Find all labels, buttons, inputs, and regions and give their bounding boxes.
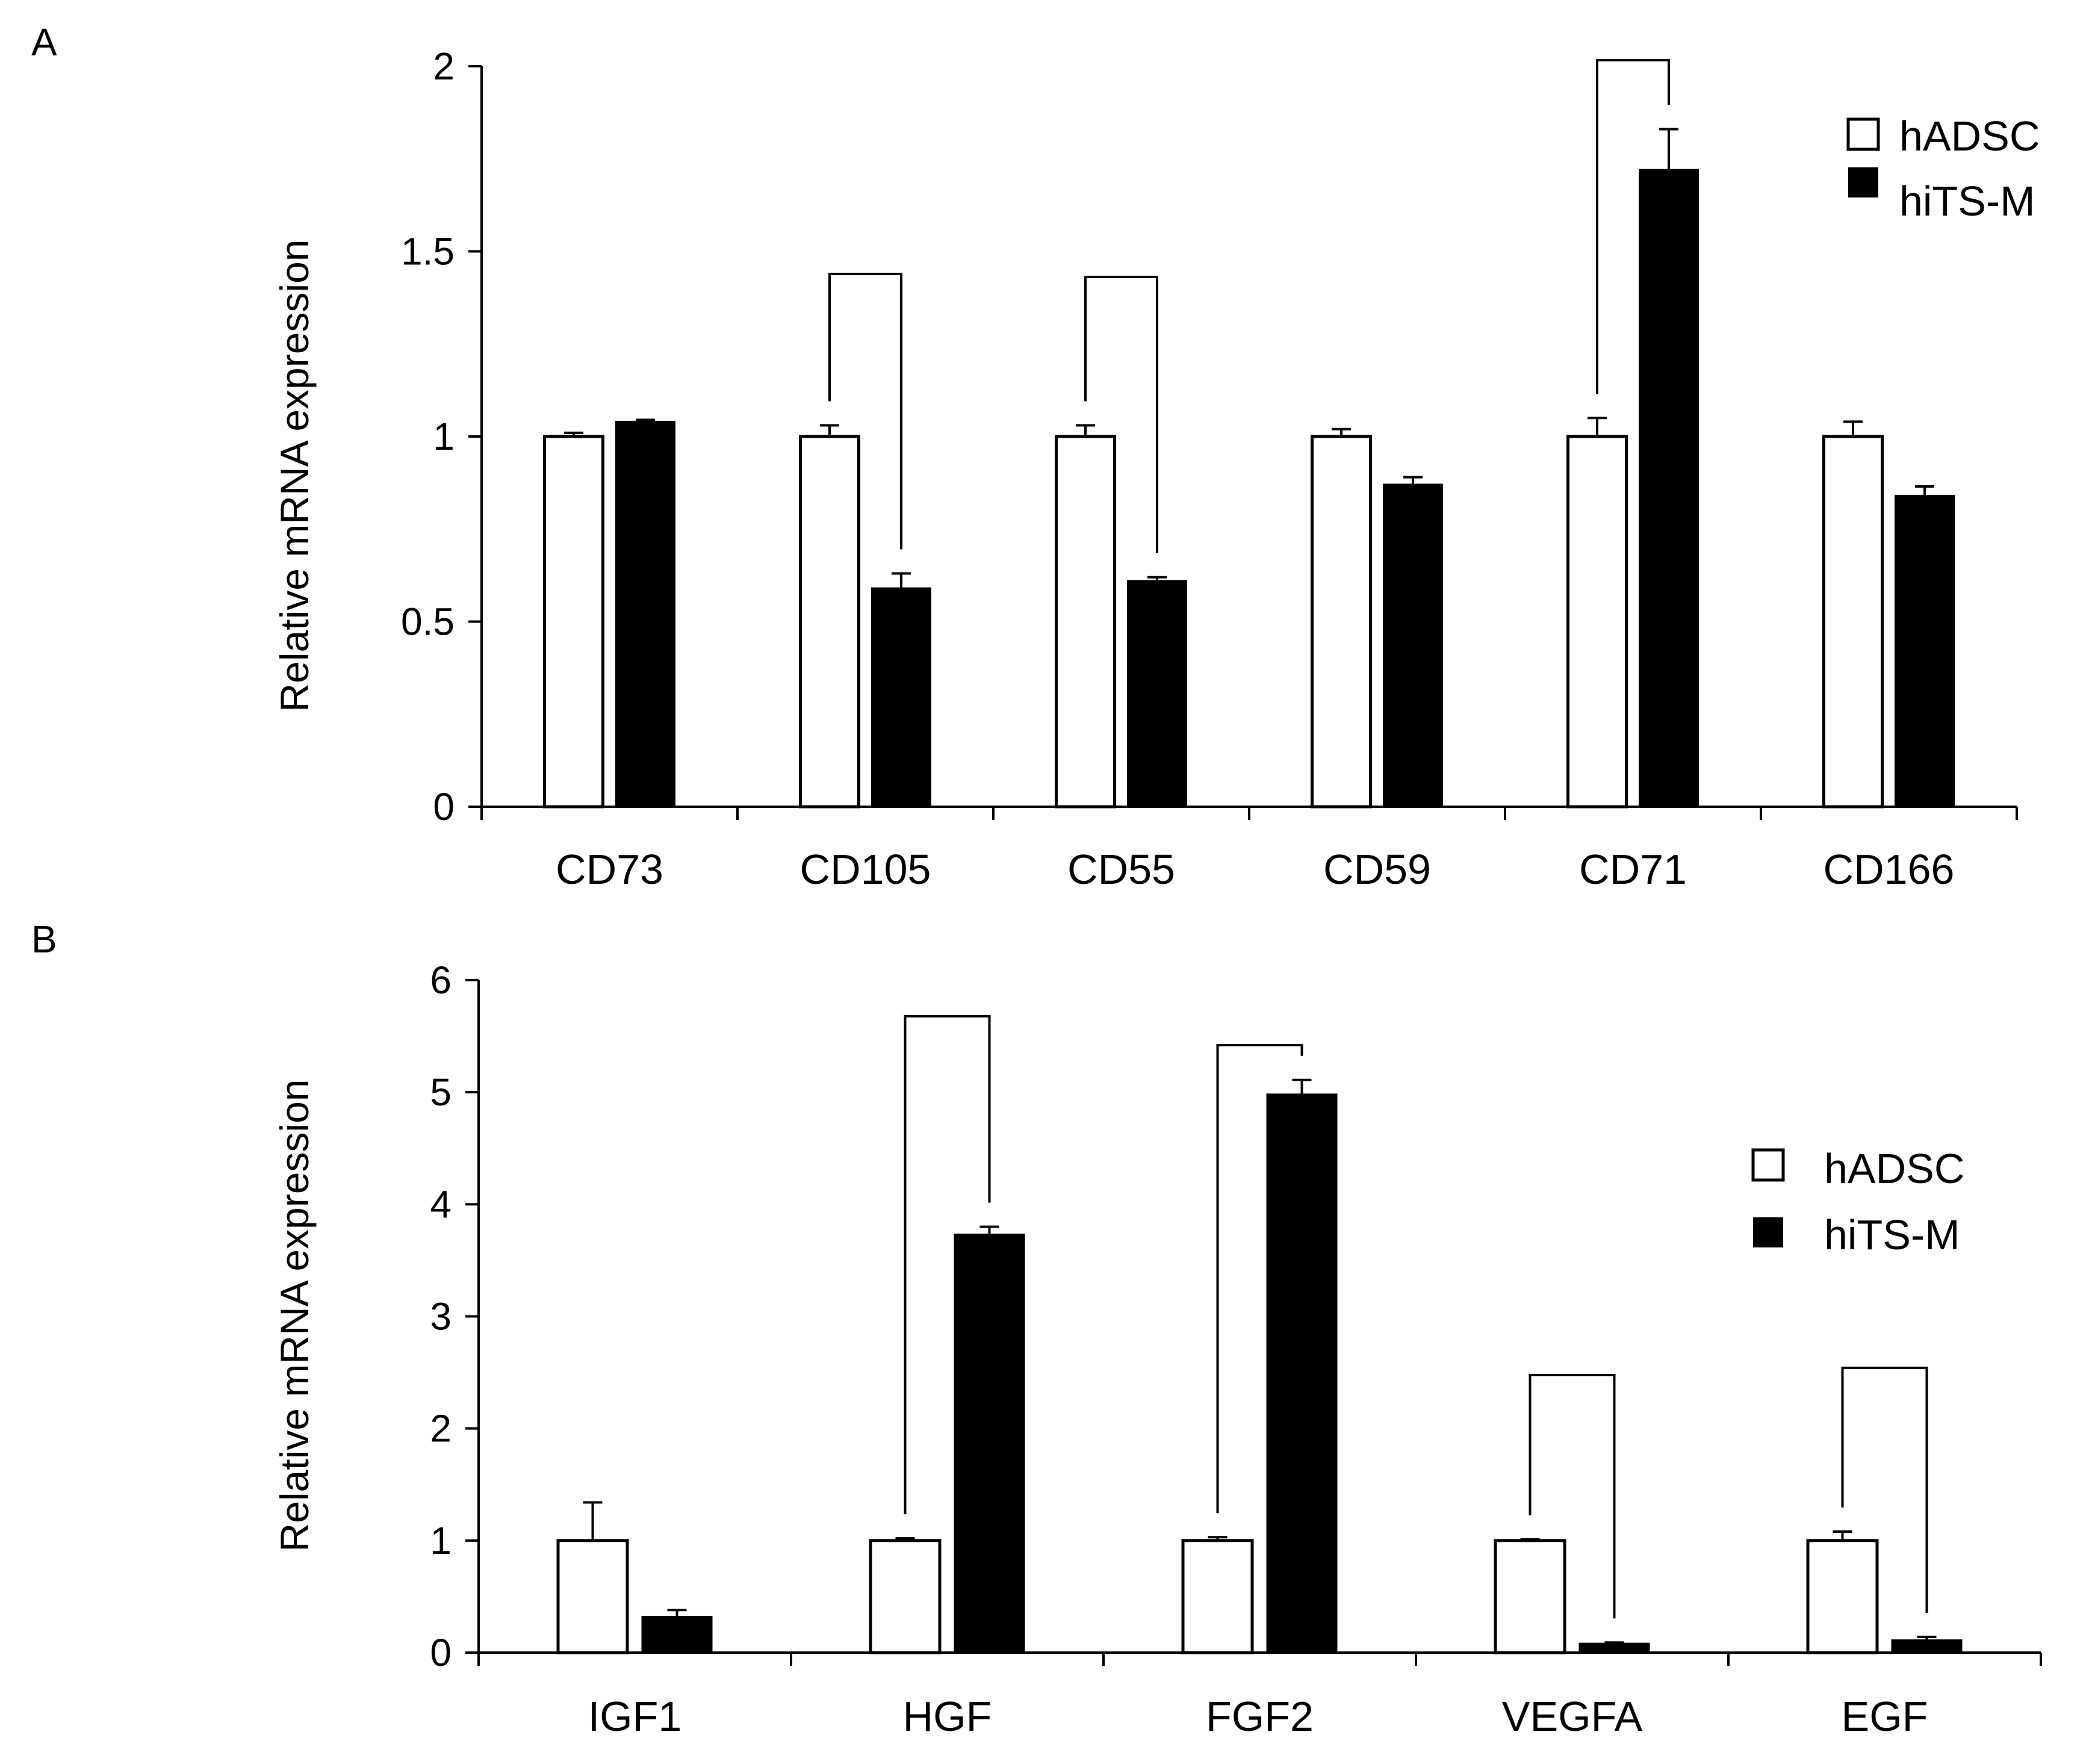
bar-hadsc bbox=[1566, 435, 1628, 809]
bar-hits-m bbox=[954, 1234, 1025, 1654]
bar-hits-m bbox=[1127, 580, 1187, 808]
y-tick-label: 1 bbox=[433, 415, 455, 458]
y-tick-label: 4 bbox=[430, 1182, 452, 1226]
legend-swatch-hits-m bbox=[1848, 167, 1878, 197]
x-category-label: CD59 bbox=[1323, 846, 1431, 893]
significance-bracket bbox=[828, 273, 902, 550]
panel-b-y-axis-title: Relative mRNA expression bbox=[272, 1079, 317, 1552]
bar-hadsc bbox=[1806, 1539, 1879, 1654]
significance-bracket bbox=[1216, 1044, 1303, 1514]
bar-hits-m bbox=[1639, 169, 1699, 808]
y-tick-label: 3 bbox=[430, 1295, 452, 1338]
bar-hits-m bbox=[1383, 483, 1443, 808]
x-category-label: CD105 bbox=[800, 846, 931, 893]
y-tick-label: 2 bbox=[430, 1407, 452, 1450]
significance-bracket bbox=[1841, 1367, 1928, 1613]
y-tick-label: 1.5 bbox=[401, 230, 455, 273]
bar-hadsc bbox=[1311, 435, 1372, 809]
panel-a: A Relative mRNA expression hADSC hiTS-M … bbox=[31, 20, 2040, 893]
x-category-label: CD71 bbox=[1579, 846, 1687, 893]
panel-a-y-axis-title: Relative mRNA expression bbox=[272, 240, 317, 712]
y-tick-label: 0 bbox=[433, 785, 455, 828]
bar-hits-m bbox=[1891, 1639, 1963, 1654]
bar-hadsc bbox=[799, 435, 860, 809]
bar-hadsc bbox=[1494, 1539, 1566, 1654]
x-category-label: CD73 bbox=[556, 846, 663, 893]
y-tick-label: 2 bbox=[433, 45, 455, 88]
x-category-label: CD166 bbox=[1824, 846, 1955, 893]
x-category-label: IGF1 bbox=[588, 1693, 682, 1740]
legend-label-hadsc: hADSC bbox=[1824, 1145, 1964, 1192]
legend-swatch-hits-m bbox=[1753, 1217, 1783, 1247]
bar-hadsc bbox=[1055, 435, 1116, 809]
y-tick-label: 6 bbox=[430, 958, 452, 1002]
x-category-label: VEGFA bbox=[1502, 1693, 1643, 1740]
y-tick-label: 0.5 bbox=[401, 600, 455, 644]
significance-bracket bbox=[1596, 59, 1670, 394]
x-category-label: CD55 bbox=[1067, 846, 1175, 893]
bar-hits-m bbox=[1895, 494, 1955, 808]
bar-hits-m bbox=[1266, 1093, 1338, 1654]
panel-b-label: B bbox=[31, 918, 57, 961]
legend-label-hits-m: hiTS-M bbox=[1824, 1211, 1960, 1258]
legend-swatch-hadsc bbox=[1751, 1148, 1785, 1182]
panel-b-legend: hADSC hiTS-M bbox=[1751, 1145, 1964, 1258]
y-tick-label: 1 bbox=[430, 1519, 452, 1562]
bar-hits-m bbox=[871, 587, 931, 808]
bar-hits-m bbox=[1578, 1642, 1650, 1654]
panel-a-label: A bbox=[31, 20, 57, 64]
bar-hadsc bbox=[556, 1539, 629, 1654]
bar-hadsc bbox=[1181, 1539, 1254, 1654]
panel-a-legend: hADSC hiTS-M bbox=[1846, 113, 2040, 225]
x-category-label: FGF2 bbox=[1206, 1693, 1314, 1740]
significance-bracket bbox=[904, 1015, 991, 1515]
bar-hadsc bbox=[1822, 435, 1884, 809]
y-tick-label: 0 bbox=[430, 1631, 452, 1674]
bar-hits-m bbox=[615, 420, 675, 808]
legend-label-hadsc: hADSC bbox=[1899, 113, 2040, 160]
significance-bracket bbox=[1529, 1374, 1616, 1619]
panel-b: B Relative mRNA expression hADSC hiTS-M … bbox=[31, 918, 2042, 1740]
y-tick-label: 5 bbox=[430, 1070, 452, 1114]
significance-bracket bbox=[1084, 276, 1158, 553]
bar-hadsc bbox=[543, 435, 604, 809]
bar-hadsc bbox=[869, 1539, 942, 1654]
bar-hits-m bbox=[641, 1615, 713, 1654]
legend-label-hits-m: hiTS-M bbox=[1899, 178, 2035, 225]
legend-swatch-hadsc bbox=[1846, 117, 1880, 151]
x-category-label: HGF bbox=[903, 1693, 992, 1740]
x-category-label: EGF bbox=[1842, 1693, 1928, 1740]
